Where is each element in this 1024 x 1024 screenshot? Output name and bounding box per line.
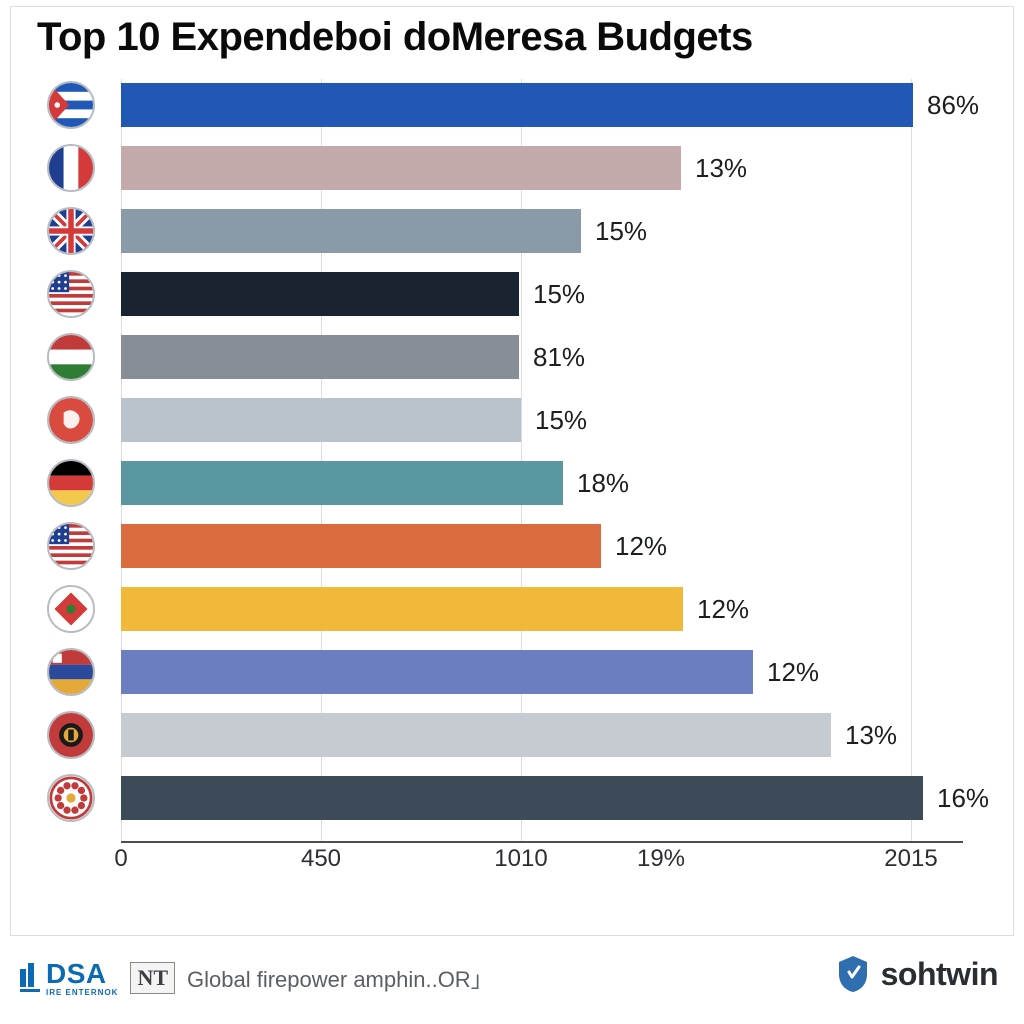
germany-flag-icon [47, 459, 95, 507]
source-left: DSA IRE ENTERNOK NT Global firepower amp… [20, 958, 493, 997]
nt-badge: NT [130, 962, 175, 994]
bar [121, 272, 519, 316]
bar-value-label: 16% [937, 776, 989, 820]
bar-value-label: 81% [533, 335, 585, 379]
brand: sohtwin [835, 954, 998, 994]
chart-frame: Top 10 Expendeboi doMeresa Budgets [10, 6, 1014, 936]
x-tick-label: 1010 [494, 845, 547, 873]
x-axis-baseline [121, 841, 963, 843]
bar-row: 12% [121, 650, 963, 694]
bar-row: 12% [121, 587, 963, 631]
footer: DSA IRE ENTERNOK NT Global firepower amp… [10, 948, 1014, 1014]
flag-column [47, 79, 107, 841]
x-tick-label: 2015 [884, 845, 937, 873]
x-tick-label: 19% [637, 845, 685, 873]
bar [121, 461, 563, 505]
bar [121, 650, 753, 694]
bar [121, 398, 521, 442]
bar [121, 146, 681, 190]
shield-icon [835, 954, 871, 994]
bar [121, 335, 519, 379]
bar [121, 209, 581, 253]
bar-value-label: 12% [615, 524, 667, 568]
bar-row: 16% [121, 776, 963, 820]
bar-value-label: 18% [577, 461, 629, 505]
bar-row: 81% [121, 335, 963, 379]
bar-value-label: 15% [535, 398, 587, 442]
rosette-flag-icon [47, 774, 95, 822]
bar [121, 776, 923, 820]
bar-value-label: 12% [767, 650, 819, 694]
bar-value-label: 12% [697, 587, 749, 631]
bar-row: 18% [121, 461, 963, 505]
bar-value-label: 13% [695, 146, 747, 190]
bar-row: 15% [121, 398, 963, 442]
bar-value-label: 15% [533, 272, 585, 316]
x-tick-label: 0 [114, 845, 127, 873]
diamond-flag-icon [47, 585, 95, 633]
cuba-flag-icon [47, 81, 95, 129]
source-text: Global firepower amphin..OR」 [187, 962, 493, 994]
bar-row: 12% [121, 524, 963, 568]
bar [121, 713, 831, 757]
x-axis-ticks: 0450101019%2015 [121, 845, 963, 879]
x-tick-label: 450 [301, 845, 341, 873]
red-map-flag-icon [47, 396, 95, 444]
dsa-logo-sub: IRE ENTERNOK [46, 988, 118, 997]
bar [121, 524, 601, 568]
bar-row: 13% [121, 146, 963, 190]
stripes3-flag-icon [47, 648, 95, 696]
crest-flag-icon [47, 711, 95, 759]
bar-rows: 86%13%15%15%81%15%18%12%12%12%13%16% [121, 79, 963, 841]
brand-name: sohtwin [881, 956, 998, 993]
bar-row: 15% [121, 209, 963, 253]
usa2-flag-icon [47, 522, 95, 570]
bar [121, 587, 683, 631]
bar [121, 83, 913, 127]
usa-flag-icon [47, 270, 95, 318]
hungary-flag-icon [47, 333, 95, 381]
bar-row: 13% [121, 713, 963, 757]
bar-value-label: 13% [845, 713, 897, 757]
bar-value-label: 86% [927, 83, 979, 127]
bar-row: 15% [121, 272, 963, 316]
dsa-logo: DSA IRE ENTERNOK [20, 958, 118, 997]
france-flag-icon [47, 144, 95, 192]
uk-flag-icon [47, 207, 95, 255]
chart-title: Top 10 Expendeboi doMeresa Budgets [37, 15, 753, 60]
bar-value-label: 15% [595, 209, 647, 253]
bar-row: 86% [121, 83, 963, 127]
dsa-logo-text: DSA [46, 958, 107, 989]
plot-area: 86%13%15%15%81%15%18%12%12%12%13%16% 045… [121, 79, 963, 879]
